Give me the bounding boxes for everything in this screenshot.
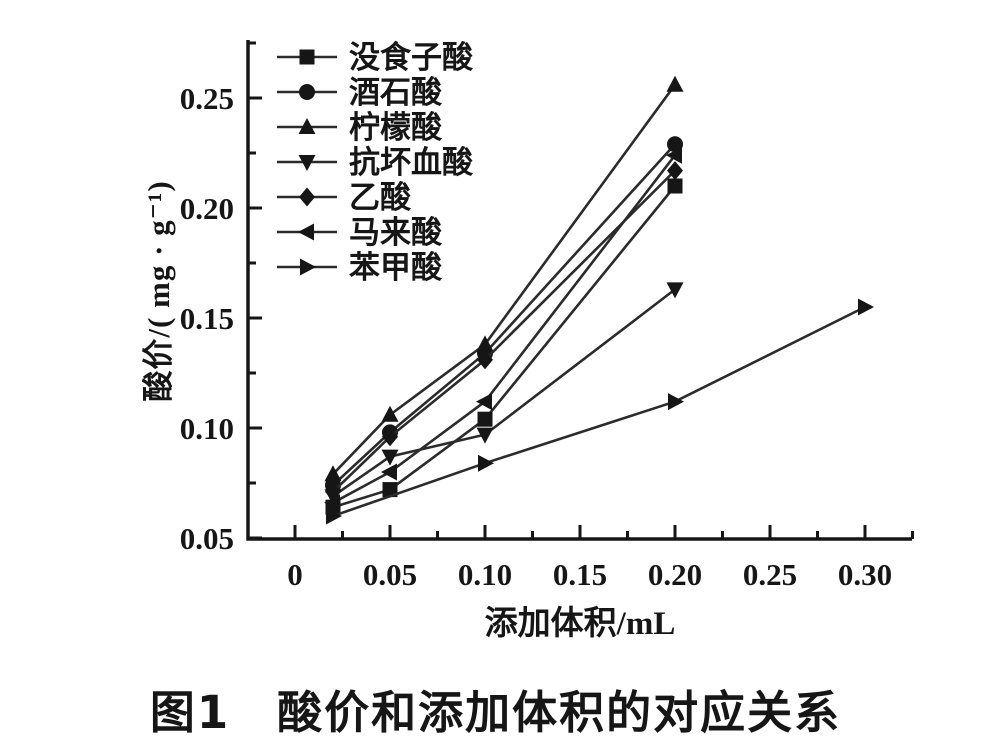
legend-label-citric-acid: 柠檬酸 — [349, 110, 443, 145]
x-tick-label: 0.15 — [553, 557, 607, 592]
x-tick-label: 0.05 — [363, 557, 417, 592]
series-marker-acetic-acid — [382, 427, 398, 447]
x-tick-label: 0 — [287, 557, 303, 592]
series-marker-citric-acid — [666, 75, 684, 92]
legend-label-gallic-acid: 没食子酸 — [349, 40, 474, 75]
series-line-gallic-acid — [332, 185, 677, 509]
legend-marker-acetic-acid — [299, 187, 315, 207]
series-marker-maleic-acid — [476, 393, 492, 411]
x-tick-label: 0.30 — [838, 557, 892, 592]
series-line-tartaric-acid — [332, 143, 676, 487]
legend-marker-maleic-acid — [298, 223, 314, 241]
y-axis-label: 酸价/( mg · g⁻¹) — [141, 180, 176, 402]
legend-label-tartaric-acid: 酒石酸 — [349, 75, 443, 110]
series-marker-maleic-acid — [666, 146, 682, 164]
legend-marker-tartaric-acid — [299, 84, 315, 100]
series-line-benzoic-acid — [332, 305, 866, 518]
series-marker-citric-acid — [381, 405, 399, 422]
figure-caption: 图1 酸价和添加体积的对应关系 — [149, 686, 842, 739]
y-tick-label: 0.10 — [180, 411, 234, 446]
series-line-maleic-acid — [332, 154, 677, 504]
legend-marker-benzoic-acid — [300, 258, 316, 276]
legend-marker-citric-acid — [298, 118, 316, 134]
series-line-ascorbic-acid — [332, 288, 676, 498]
y-tick-label: 0.05 — [180, 521, 234, 556]
legend-label-acetic-acid: 乙酸 — [349, 180, 412, 215]
series-line-citric-acid — [332, 84, 677, 476]
series-marker-citric-acid — [324, 465, 342, 482]
series-marker-maleic-acid — [381, 463, 397, 481]
x-tick-label: 0.20 — [648, 557, 702, 592]
series-marker-maleic-acid — [324, 494, 340, 512]
legend-label-ascorbic-acid: 抗坏血酸 — [349, 145, 474, 180]
y-tick-label: 0.20 — [180, 191, 234, 226]
series-marker-gallic-acid — [382, 482, 398, 498]
series-marker-benzoic-acid — [668, 393, 684, 411]
series-marker-citric-acid — [476, 335, 494, 352]
series-marker-ascorbic-acid — [476, 427, 494, 444]
series-marker-tartaric-acid — [667, 136, 683, 153]
series-marker-acetic-acid — [667, 161, 683, 181]
x-axis-label: 添加体积/mL — [484, 606, 676, 642]
acid-value-line-chart: 0 0.05 0.10 0.15 0.20 0.25 0.30 0.05 0.10 0.15 0.2… — [180, 40, 914, 592]
legend-marker-ascorbic-acid — [298, 155, 316, 171]
series-marker-acetic-acid — [477, 350, 493, 370]
series-marker-ascorbic-acid — [666, 282, 684, 299]
legend-label-maleic-acid: 马来酸 — [349, 215, 443, 250]
y-tick-label: 0.25 — [180, 81, 234, 116]
series-marker-benzoic-acid — [478, 454, 494, 472]
series-marker-benzoic-acid — [858, 298, 874, 316]
series-marker-gallic-acid — [667, 178, 683, 194]
series-marker-gallic-acid — [477, 411, 493, 427]
series-marker-benzoic-acid — [326, 507, 342, 525]
y-tick-label: 0.15 — [180, 301, 234, 336]
axes-frame — [246, 40, 912, 541]
series-marker-ascorbic-acid — [381, 449, 399, 466]
x-tick-label: 0.25 — [743, 557, 797, 592]
legend-marker-gallic-acid — [299, 49, 315, 65]
series-line-acetic-acid — [332, 169, 676, 493]
x-tick-label: 0.10 — [458, 557, 512, 592]
legend-label-benzoic-acid: 苯甲酸 — [349, 250, 443, 285]
